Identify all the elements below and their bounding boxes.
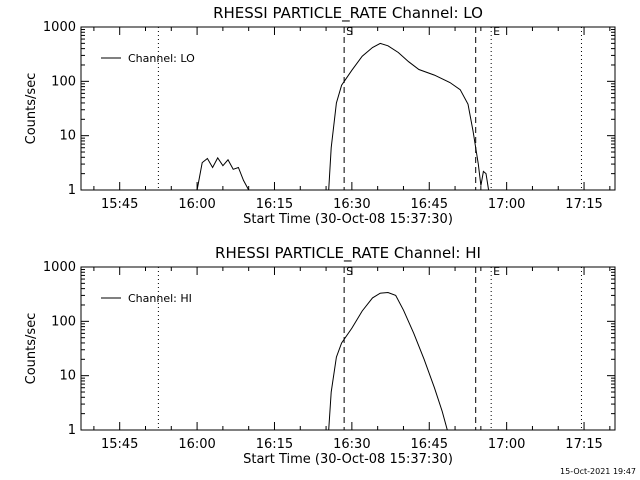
y-tick-label: 1 — [68, 183, 76, 198]
x-tick-label: 16:00 — [178, 437, 215, 452]
plot-frame — [80, 26, 616, 191]
x-tick-label: 17:00 — [488, 437, 525, 452]
x-tick-label: 16:45 — [411, 197, 448, 212]
y-tick-label: 10 — [59, 129, 76, 144]
chart-panel-1: RHESSI PARTICLE_RATE Channel: LO 15:45 16:… — [24, 4, 616, 227]
legend-label: Channel: HI — [128, 292, 192, 305]
x-tick-label: 17:15 — [565, 197, 602, 212]
marker-label-s: S — [346, 265, 353, 278]
marker-label-e: E — [493, 25, 500, 38]
x-tick-label: 16:45 — [411, 437, 448, 452]
x-axis-label: Start Time (30-Oct-08 15:37:30) — [243, 452, 453, 467]
y-tick-label: 10 — [59, 369, 76, 384]
y-axis-label: Counts/sec — [24, 73, 39, 145]
x-tick-label: 17:15 — [565, 437, 602, 452]
x-tick-label: 16:15 — [256, 437, 293, 452]
x-tick-label: 17:00 — [488, 197, 525, 212]
marker-label-e: E — [493, 265, 500, 278]
series-line-segment — [328, 291, 448, 431]
marker-label-s: S — [346, 25, 353, 38]
chart-panel-2: RHESSI PARTICLE_RATE Channel: HI 15:45 16:… — [24, 244, 616, 467]
plot-frame — [80, 266, 616, 431]
legend-label: Channel: LO — [128, 52, 195, 65]
x-axis-label: Start Time (30-Oct-08 15:37:30) — [243, 212, 453, 227]
x-tick-label: 16:15 — [256, 197, 293, 212]
x-tick-label: 15:45 — [101, 197, 138, 212]
x-tick-label: 15:45 — [101, 437, 138, 452]
chart-title: RHESSI PARTICLE_RATE Channel: HI — [215, 244, 481, 263]
y-tick-label: 1000 — [43, 20, 76, 35]
chart-title: RHESSI PARTICLE_RATE Channel: LO — [213, 4, 483, 23]
series-line-segment — [328, 42, 490, 191]
x-tick-label: 16:30 — [333, 437, 370, 452]
y-tick-label: 100 — [51, 74, 76, 89]
x-tick-label: 16:00 — [178, 197, 215, 212]
series-line-segment — [196, 156, 250, 191]
y-tick-label: 1000 — [43, 260, 76, 275]
y-tick-label: 1 — [68, 423, 76, 438]
y-axis-label: Counts/sec — [24, 313, 39, 385]
y-tick-label: 100 — [51, 314, 76, 329]
x-tick-label: 16:30 — [333, 197, 370, 212]
footer-timestamp: 15-Oct-2021 19:47 — [560, 467, 636, 476]
